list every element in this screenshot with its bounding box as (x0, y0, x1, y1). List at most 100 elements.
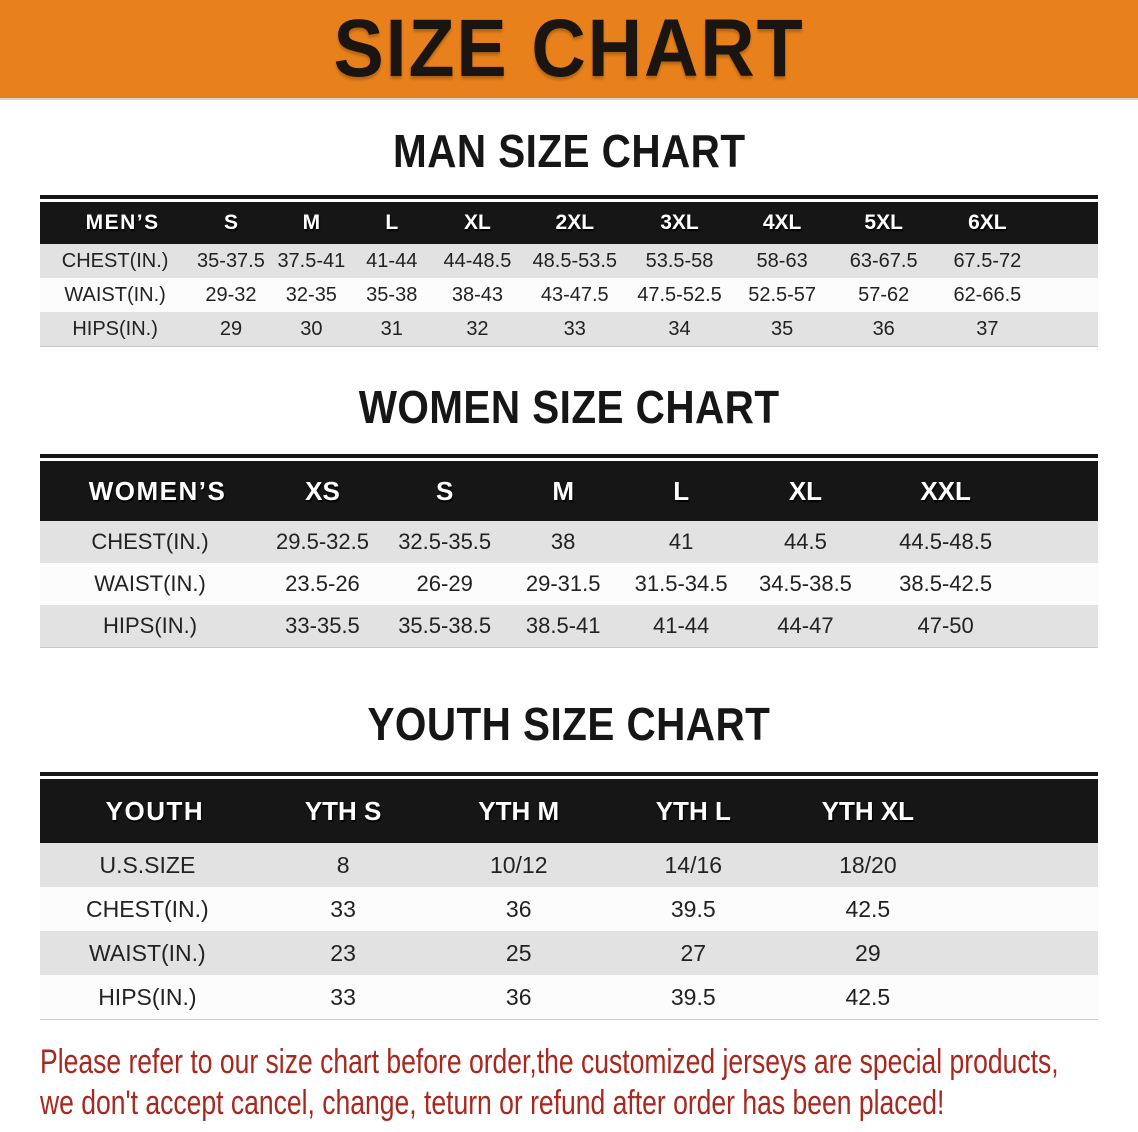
men-size-table-wrap: MEN’S S M L XL 2XL 3XL 4XL 5XL 6XL CHEST… (40, 195, 1098, 347)
table-cell: 8 (254, 843, 432, 887)
table-cell: 29.5-32.5 (260, 521, 385, 563)
youth-size-header-l: YTH L (606, 779, 781, 843)
table-cell: 33-35.5 (260, 605, 385, 647)
table-cell: 29-32 (190, 278, 272, 312)
table-cell: 25 (431, 931, 606, 975)
table-cell: 62-66.5 (935, 278, 1040, 312)
table-cell: 52.5-57 (731, 278, 833, 312)
table-cell: 41-44 (621, 605, 741, 647)
table-cell: 33 (254, 887, 432, 931)
row-label: WAIST(IN.) (40, 931, 255, 975)
cell-spacer (955, 975, 1098, 1019)
women-hips-row: HIPS(IN.) 33-35.5 35.5-38.5 38.5-41 41-4… (40, 605, 1098, 647)
men-waist-row: WAIST(IN.) 29-32 32-35 35-38 38-43 43-47… (40, 278, 1098, 312)
table-cell: 37 (935, 312, 1040, 346)
table-cell: 48.5-53.5 (522, 244, 628, 278)
table-cell: 57-62 (832, 278, 935, 312)
row-label: CHEST(IN.) (40, 244, 191, 278)
youth-table-title: YOUTH (40, 779, 255, 843)
cell-spacer (1020, 521, 1098, 563)
row-label: HIPS(IN.) (40, 605, 261, 647)
women-size-header-xs: XS (260, 461, 385, 521)
disclaimer-line-2-text: we don't accept cancel, change, teturn o… (40, 1084, 945, 1122)
women-waist-row: WAIST(IN.) 23.5-26 26-29 29-31.5 31.5-34… (40, 563, 1098, 605)
men-table-title: MEN’S (40, 202, 191, 244)
table-cell: 42.5 (780, 887, 956, 931)
men-chest-row: CHEST(IN.) 35-37.5 37.5-41 41-44 44-48.5… (40, 244, 1098, 278)
women-section-heading-text: WOMEN SIZE CHART (358, 381, 780, 433)
table-cell: 31 (351, 312, 433, 346)
man-section-heading: MAN SIZE CHART (0, 127, 1138, 175)
disclaimer-line-1-text: Please refer to our size chart before or… (40, 1043, 1059, 1081)
women-chest-row: CHEST(IN.) 29.5-32.5 32.5-35.5 38 41 44.… (40, 521, 1098, 563)
banner: SIZE CHART (0, 0, 1138, 100)
women-table-title: WOMEN’S (40, 461, 261, 521)
table-cell: 67.5-72 (935, 244, 1040, 278)
youth-section-heading-text: YOUTH SIZE CHART (367, 698, 771, 750)
table-cell: 29 (190, 312, 272, 346)
youth-size-table: YOUTH YTH S YTH M YTH L YTH XL U.S.SIZE … (40, 779, 1098, 1019)
table-cell: 34 (627, 312, 732, 346)
table-cell: 18/20 (780, 843, 956, 887)
table-cell: 32 (432, 312, 523, 346)
cell-spacer (1020, 563, 1098, 605)
table-cell: 53.5-58 (627, 244, 732, 278)
women-size-table-wrap: WOMEN’S XS S M L XL XXL CHEST(IN.) 29.5-… (40, 454, 1098, 648)
header-spacer (955, 779, 1098, 843)
table-cell: 29-31.5 (504, 563, 622, 605)
row-label: WAIST(IN.) (40, 563, 261, 605)
youth-hips-row: HIPS(IN.) 33 36 39.5 42.5 (40, 975, 1098, 1019)
table-cell: 38 (504, 521, 622, 563)
youth-ussize-row: U.S.SIZE 8 10/12 14/16 18/20 (40, 843, 1098, 887)
table-cell: 47-50 (870, 605, 1021, 647)
banner-title: SIZE CHART (333, 3, 805, 94)
table-cell: 44-48.5 (432, 244, 523, 278)
men-size-header-s: S (190, 202, 272, 244)
men-size-header-2xl: 2XL (522, 202, 628, 244)
cell-spacer (1039, 244, 1098, 278)
table-cell: 23 (254, 931, 432, 975)
cell-spacer (1039, 312, 1098, 346)
youth-size-header-m: YTH M (431, 779, 606, 843)
men-size-header-l: L (351, 202, 433, 244)
youth-header-row: YOUTH YTH S YTH M YTH L YTH XL (40, 779, 1098, 843)
table-cell: 32-35 (271, 278, 352, 312)
youth-size-header-s: YTH S (254, 779, 432, 843)
table-cell: 10/12 (431, 843, 606, 887)
man-section-heading-text: MAN SIZE CHART (392, 125, 746, 177)
women-size-header-xl: XL (740, 461, 871, 521)
table-cell: 30 (271, 312, 352, 346)
disclaimer-line-2: we don't accept cancel, change, teturn o… (40, 1083, 1138, 1124)
table-cell: 44.5-48.5 (870, 521, 1021, 563)
table-cell: 36 (431, 975, 606, 1019)
table-cell: 23.5-26 (260, 563, 385, 605)
disclaimer: Please refer to our size chart before or… (0, 1042, 1138, 1124)
table-cell: 63-67.5 (832, 244, 935, 278)
cell-spacer (1020, 605, 1098, 647)
table-cell: 32.5-35.5 (384, 521, 505, 563)
table-cell: 38.5-41 (504, 605, 622, 647)
men-size-table: MEN’S S M L XL 2XL 3XL 4XL 5XL 6XL CHEST… (40, 202, 1098, 346)
men-header-row: MEN’S S M L XL 2XL 3XL 4XL 5XL 6XL (40, 202, 1098, 244)
table-cell: 36 (832, 312, 935, 346)
women-header-row: WOMEN’S XS S M L XL XXL (40, 461, 1098, 521)
cell-spacer (955, 931, 1098, 975)
row-label: U.S.SIZE (40, 843, 255, 887)
women-size-table: WOMEN’S XS S M L XL XXL CHEST(IN.) 29.5-… (40, 461, 1098, 647)
cell-spacer (1039, 278, 1098, 312)
men-size-header-3xl: 3XL (627, 202, 732, 244)
table-cell: 35 (731, 312, 833, 346)
table-cell: 33 (522, 312, 628, 346)
cell-spacer (955, 887, 1098, 931)
table-cell: 39.5 (606, 887, 781, 931)
table-cell: 58-63 (731, 244, 833, 278)
women-size-header-xxl: XXL (870, 461, 1021, 521)
table-cell: 27 (606, 931, 781, 975)
youth-section-heading: YOUTH SIZE CHART (0, 700, 1138, 748)
table-cell: 38.5-42.5 (870, 563, 1021, 605)
table-cell: 41 (621, 521, 741, 563)
row-label: HIPS(IN.) (40, 975, 255, 1019)
table-cell: 37.5-41 (271, 244, 352, 278)
women-section-heading: WOMEN SIZE CHART (0, 383, 1138, 431)
youth-chest-row: CHEST(IN.) 33 36 39.5 42.5 (40, 887, 1098, 931)
